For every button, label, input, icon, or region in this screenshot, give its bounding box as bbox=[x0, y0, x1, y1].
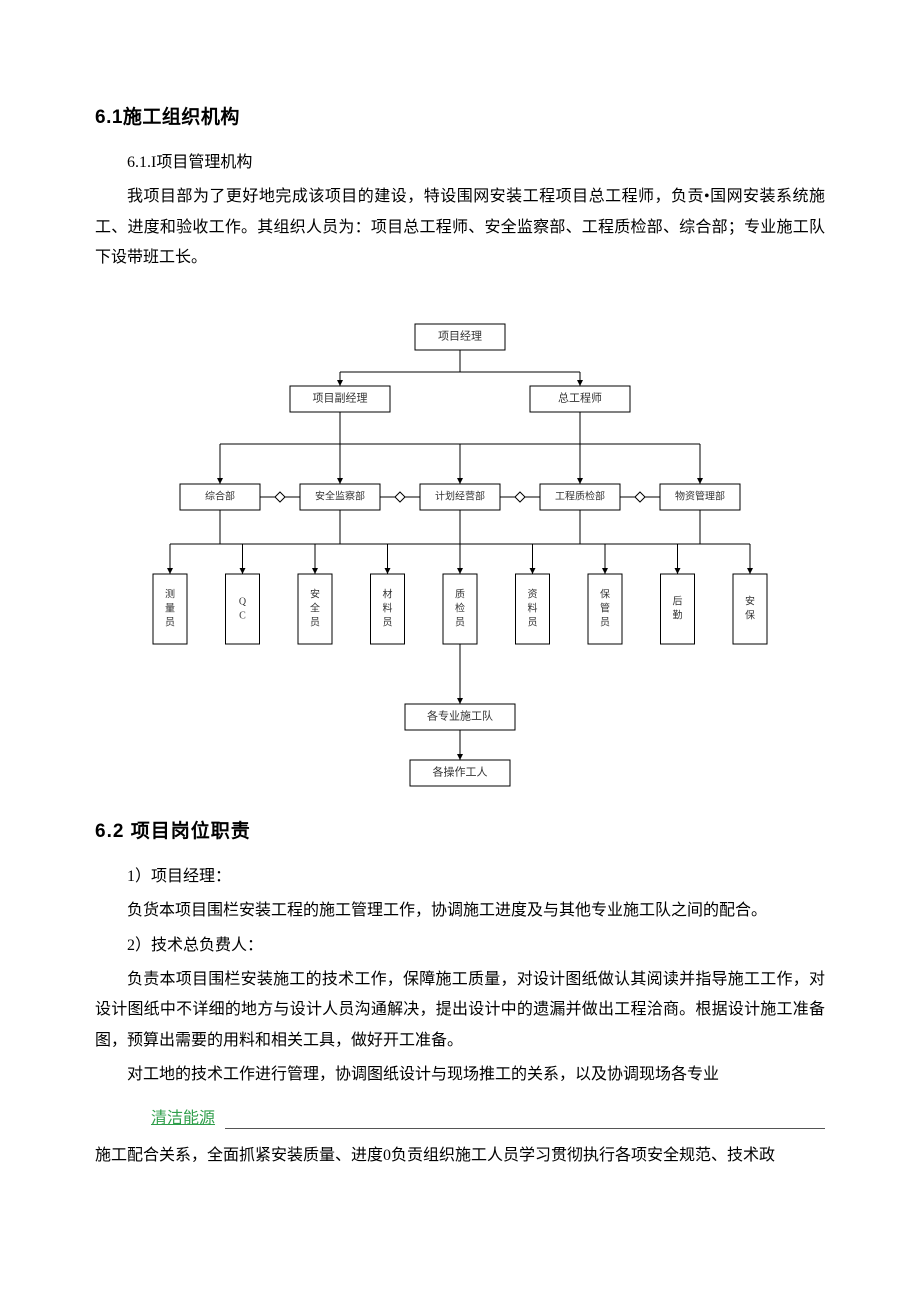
svg-text:员: 员 bbox=[455, 616, 465, 628]
footer-link-line: 清洁能源 bbox=[95, 1104, 825, 1134]
clean-energy-link[interactable]: 清洁能源 bbox=[151, 1110, 215, 1127]
item1-heading: 1）项目经理： bbox=[95, 862, 825, 892]
section-6-1-para: 我项目部为了更好地完成该项目的建设，特设围网安装工程项目总工程师，负贡•国网安装… bbox=[95, 182, 825, 273]
item2-para2: 对工地的技术工作进行管理，协调图纸设计与现场推工的关系，以及协调现场各专业 bbox=[95, 1060, 825, 1090]
svg-text:安全监察部: 安全监察部 bbox=[315, 489, 365, 502]
svg-text:员: 员 bbox=[383, 616, 393, 628]
svg-text:各操作工人: 各操作工人 bbox=[433, 764, 488, 778]
svg-text:C: C bbox=[239, 610, 246, 621]
footer-rule bbox=[225, 1128, 825, 1129]
svg-text:资: 资 bbox=[528, 588, 538, 600]
svg-text:料: 料 bbox=[383, 601, 393, 614]
svg-text:量: 量 bbox=[165, 602, 175, 614]
svg-text:工程质检部: 工程质检部 bbox=[555, 489, 605, 502]
svg-text:安: 安 bbox=[745, 594, 755, 607]
svg-text:后: 后 bbox=[673, 595, 683, 607]
svg-text:料: 料 bbox=[528, 601, 538, 614]
svg-text:员: 员 bbox=[165, 616, 175, 628]
svg-text:检: 检 bbox=[455, 601, 465, 614]
svg-text:材: 材 bbox=[383, 587, 393, 600]
svg-text:总工程师: 总工程师 bbox=[558, 390, 602, 404]
svg-text:各专业施工队: 各专业施工队 bbox=[427, 708, 493, 722]
section-6-2-title: 6.2 项目岗位职责 bbox=[95, 814, 825, 850]
item2-para3: 施工配合关系，全面抓紧安装质量、进度0负贡组织施工人员学习贯彻执行各项安全规范、… bbox=[95, 1141, 825, 1171]
section-6-1-sub: 6.1.I项目管理机构 bbox=[95, 148, 825, 178]
svg-text:物资管理部: 物资管理部 bbox=[675, 489, 725, 502]
svg-text:勤: 勤 bbox=[673, 608, 683, 621]
svg-text:保: 保 bbox=[745, 608, 755, 621]
item2-para1: 负责本项目围栏安装施工的技术工作，保障施工质量，对设计图纸做认其阅读并指导施工工… bbox=[95, 965, 825, 1056]
org-chart: 项目经理项目副经理总工程师综合部安全监察部计划经营部工程质检部物资管理部测量员Q… bbox=[95, 314, 825, 804]
svg-text:员: 员 bbox=[528, 616, 538, 628]
svg-text:安: 安 bbox=[310, 587, 320, 600]
item2-heading: 2）技术总负费人： bbox=[95, 931, 825, 961]
svg-text:保: 保 bbox=[600, 587, 610, 600]
item1-para: 负货本项目围栏安装工程的施工管理工作，协调施工进度及与其他专业施工队之间的配合。 bbox=[95, 896, 825, 926]
svg-text:全: 全 bbox=[310, 601, 320, 614]
svg-text:员: 员 bbox=[310, 616, 320, 628]
svg-text:计划经营部: 计划经营部 bbox=[435, 489, 485, 502]
svg-text:项目经理: 项目经理 bbox=[438, 329, 482, 342]
svg-text:管: 管 bbox=[600, 601, 610, 614]
svg-text:质: 质 bbox=[455, 588, 465, 600]
svg-text:测: 测 bbox=[165, 587, 175, 600]
svg-text:员: 员 bbox=[600, 616, 610, 628]
svg-text:Q: Q bbox=[239, 596, 247, 607]
section-6-1-title: 6.1施工组织机构 bbox=[95, 100, 825, 136]
svg-text:项目副经理: 项目副经理 bbox=[313, 391, 368, 404]
svg-text:综合部: 综合部 bbox=[205, 489, 235, 502]
